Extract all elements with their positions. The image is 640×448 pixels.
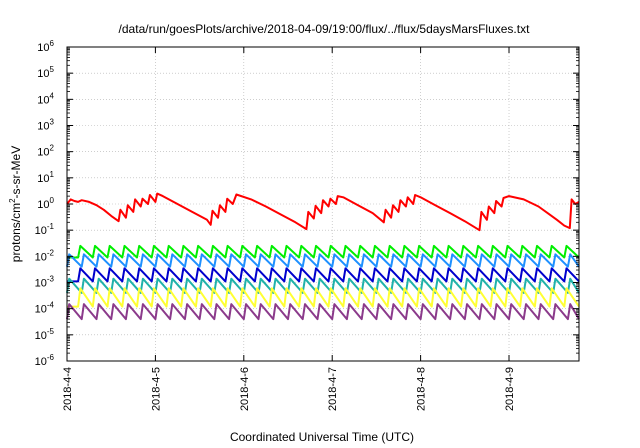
y-tick-base: 10 [37, 121, 49, 133]
y-tick-base: 10 [37, 68, 49, 80]
x-tick-label: 2018-4-4 [62, 367, 74, 411]
y-axis-label-base: protons/cm [9, 203, 23, 262]
y-tick-base: 10 [37, 173, 49, 185]
y-tick-exp: 1 [50, 170, 55, 179]
axis-ticks: 10-610-510-410-310-210-11001011021031041… [35, 39, 579, 411]
series-line-6 [66, 303, 580, 321]
y-tick-label: 10-2 [35, 248, 55, 263]
y-axis-label: protons/cm2-s-sr-MeV [8, 146, 23, 262]
y-tick-label: 10-1 [35, 222, 55, 237]
y-tick-label: 101 [37, 170, 54, 185]
x-tick-label: 2018-4-9 [504, 367, 516, 411]
y-tick-exp: -1 [47, 222, 55, 231]
y-tick-base: 10 [35, 330, 47, 342]
y-tick-exp: 3 [50, 118, 55, 127]
series-line-1 [67, 244, 580, 259]
y-axis-label-exp: 2 [8, 198, 17, 203]
series-line-5 [67, 287, 580, 308]
y-tick-label: 10-3 [35, 275, 55, 290]
y-tick-base: 10 [35, 278, 47, 290]
y-tick-label: 10-5 [35, 327, 55, 342]
data-series [66, 192, 580, 321]
y-tick-exp: 2 [50, 144, 55, 153]
y-tick-exp: -5 [47, 327, 55, 336]
y-tick-base: 10 [35, 251, 47, 263]
y-tick-label: 105 [37, 65, 54, 80]
y-tick-exp: -3 [47, 275, 55, 284]
y-tick-exp: -6 [47, 353, 55, 362]
series-line-0 [66, 192, 580, 232]
y-tick-base: 10 [37, 199, 49, 211]
y-tick-exp: 0 [50, 196, 55, 205]
chart-title: /data/run/goesPlots/archive/2018-04-09/1… [119, 22, 531, 36]
x-tick-label: 2018-4-6 [239, 367, 251, 411]
y-tick-label: 104 [37, 91, 54, 106]
y-tick-base: 10 [35, 304, 47, 316]
y-tick-base: 10 [37, 147, 49, 159]
y-tick-exp: -4 [47, 301, 55, 310]
y-tick-base: 10 [37, 42, 49, 54]
y-tick-label: 10-6 [35, 353, 55, 368]
y-tick-base: 10 [37, 94, 49, 106]
y-tick-exp: 6 [50, 39, 55, 48]
y-axis-label-rest: -s-sr-MeV [9, 146, 23, 199]
y-tick-base: 10 [35, 356, 47, 368]
y-tick-label: 103 [37, 118, 54, 133]
y-tick-exp: 5 [50, 65, 55, 74]
y-tick-label: 106 [37, 39, 54, 54]
series-line-3 [67, 267, 580, 283]
series-line-4 [66, 277, 580, 294]
series-line-2 [66, 253, 580, 268]
x-tick-label: 2018-4-7 [327, 367, 339, 411]
y-tick-label: 10-4 [35, 301, 55, 316]
x-axis-label: Coordinated Universal Time (UTC) [230, 430, 414, 444]
x-tick-label: 2018-4-5 [150, 367, 162, 411]
y-tick-exp: 4 [50, 91, 55, 100]
x-tick-label: 2018-4-8 [416, 367, 428, 411]
y-tick-label: 100 [37, 196, 54, 211]
y-tick-label: 102 [37, 144, 54, 159]
y-tick-exp: -2 [47, 248, 55, 257]
y-tick-base: 10 [35, 225, 47, 237]
